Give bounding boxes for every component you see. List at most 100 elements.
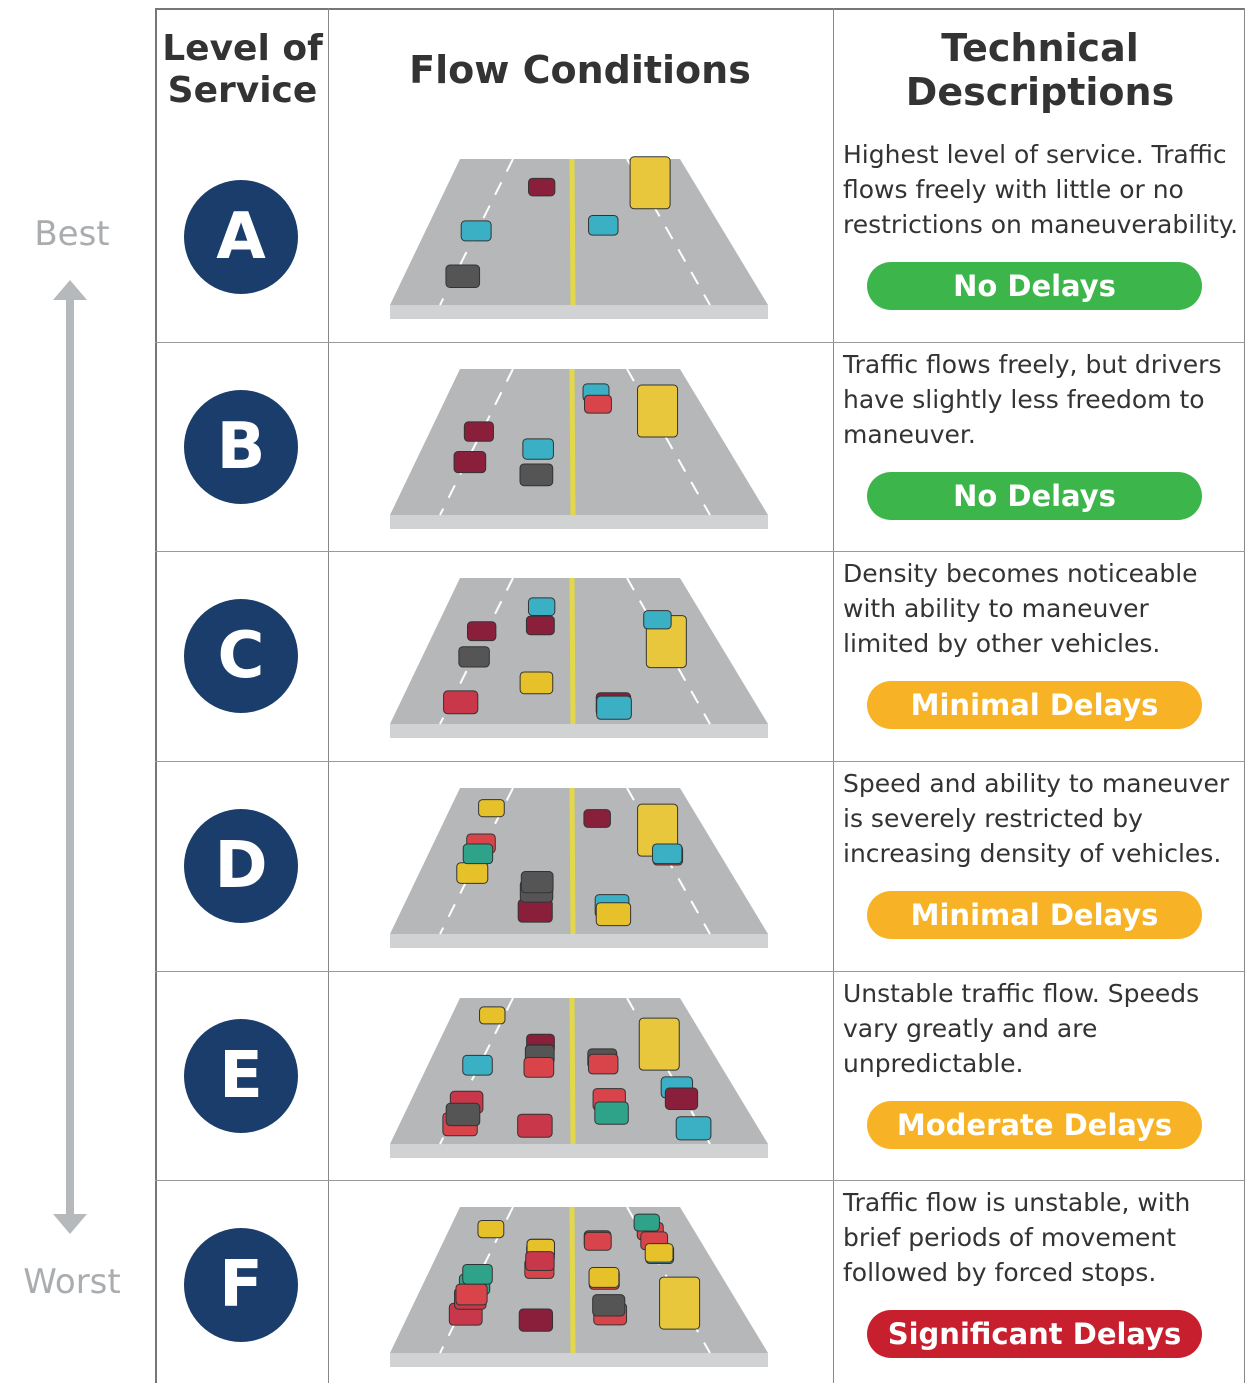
car xyxy=(528,177,556,197)
column-divider xyxy=(833,8,834,1383)
grade-circle: D xyxy=(184,809,298,923)
road-illustration xyxy=(390,368,768,529)
header-description: Technical Descriptions xyxy=(905,26,1175,114)
car xyxy=(588,1267,620,1288)
column-divider xyxy=(1244,8,1245,1383)
road-edge xyxy=(390,1353,768,1367)
table-frame xyxy=(155,8,1245,1383)
center-line xyxy=(569,1206,576,1354)
row-divider xyxy=(155,1180,1245,1181)
road-surface xyxy=(390,788,768,934)
column-divider xyxy=(328,8,329,1383)
road-surface xyxy=(390,159,768,305)
car xyxy=(595,902,632,927)
car xyxy=(584,394,612,414)
road-surface xyxy=(390,578,768,724)
car xyxy=(527,597,556,616)
center-line xyxy=(569,368,576,516)
car xyxy=(460,220,492,242)
road-edge xyxy=(390,934,768,948)
center-line xyxy=(569,158,576,306)
car xyxy=(652,843,683,865)
scale-arrow xyxy=(66,292,74,1218)
center-line xyxy=(569,997,576,1145)
car xyxy=(456,862,489,884)
car xyxy=(462,1054,493,1076)
car xyxy=(443,690,479,715)
car xyxy=(588,215,619,236)
description: Speed and ability to maneuver is severel… xyxy=(843,769,1230,868)
center-line xyxy=(569,577,576,725)
road-edge xyxy=(390,305,768,319)
road-edge xyxy=(390,1144,768,1158)
description: Density becomes noticeable with ability … xyxy=(843,559,1198,658)
description: Traffic flows freely, but drivers have s… xyxy=(843,350,1222,449)
truck xyxy=(629,156,671,210)
delay-badge: Moderate Delays xyxy=(867,1101,1202,1149)
car xyxy=(588,1053,619,1075)
road-surface xyxy=(390,1207,768,1353)
truck xyxy=(637,384,679,438)
delay-badge: No Delays xyxy=(867,472,1202,520)
road-illustration xyxy=(390,787,768,948)
car xyxy=(523,1056,555,1078)
description: Traffic flow is unstable, with brief per… xyxy=(843,1188,1191,1287)
car xyxy=(594,1101,629,1125)
grade-circle: E xyxy=(184,1019,298,1133)
car xyxy=(519,463,554,487)
road-illustration xyxy=(390,997,768,1158)
car xyxy=(517,1113,553,1138)
delay-badge: No Delays xyxy=(867,262,1202,310)
header-level: Level of Service xyxy=(162,28,323,111)
row-divider xyxy=(155,551,1245,552)
row-divider xyxy=(155,761,1245,762)
grade-circle: F xyxy=(184,1228,298,1342)
arrow-head-up xyxy=(53,280,87,300)
car xyxy=(592,1294,626,1317)
center-line xyxy=(569,787,576,935)
description: Highest level of service. Traffic flows … xyxy=(843,140,1239,239)
delay-badge: Minimal Delays xyxy=(867,891,1202,939)
car xyxy=(525,1251,555,1272)
car xyxy=(525,615,555,636)
delay-badge: Minimal Delays xyxy=(867,681,1202,729)
road-illustration xyxy=(390,577,768,738)
lane-line xyxy=(439,368,514,516)
car xyxy=(478,799,505,818)
car xyxy=(462,843,494,865)
road-edge xyxy=(390,724,768,738)
car xyxy=(455,1283,488,1306)
best-label: Best xyxy=(34,214,110,254)
grade-circle: A xyxy=(184,180,298,294)
truck xyxy=(659,1276,701,1330)
car xyxy=(643,610,672,630)
worst-label: Worst xyxy=(23,1262,121,1302)
car xyxy=(583,809,611,828)
car xyxy=(458,646,490,668)
car xyxy=(583,1231,612,1251)
arrow-head-down xyxy=(53,1214,87,1234)
car xyxy=(477,1219,505,1239)
car xyxy=(462,1263,493,1285)
car xyxy=(479,1006,506,1025)
grade-circle: B xyxy=(184,390,298,504)
delay-badge: Significant Delays xyxy=(867,1310,1202,1358)
car xyxy=(664,1087,699,1110)
road-illustration xyxy=(390,1206,768,1367)
row-divider xyxy=(155,342,1245,343)
car xyxy=(596,695,632,720)
car xyxy=(520,871,554,894)
car xyxy=(466,621,497,642)
grade-circle: C xyxy=(184,599,298,713)
road-edge xyxy=(390,515,768,529)
car xyxy=(453,451,487,474)
car xyxy=(518,1308,554,1332)
description: Unstable traffic flow. Speeds vary great… xyxy=(843,979,1200,1078)
truck xyxy=(638,1017,680,1071)
car xyxy=(522,438,554,460)
car xyxy=(517,898,553,923)
car xyxy=(463,421,494,442)
row-divider xyxy=(155,971,1245,972)
